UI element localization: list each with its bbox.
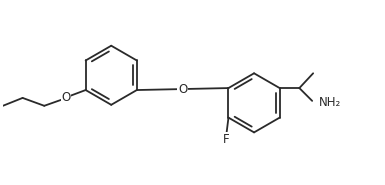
Text: O: O bbox=[61, 91, 70, 104]
Text: F: F bbox=[223, 133, 230, 146]
Text: NH₂: NH₂ bbox=[319, 96, 341, 109]
Text: O: O bbox=[178, 83, 187, 96]
